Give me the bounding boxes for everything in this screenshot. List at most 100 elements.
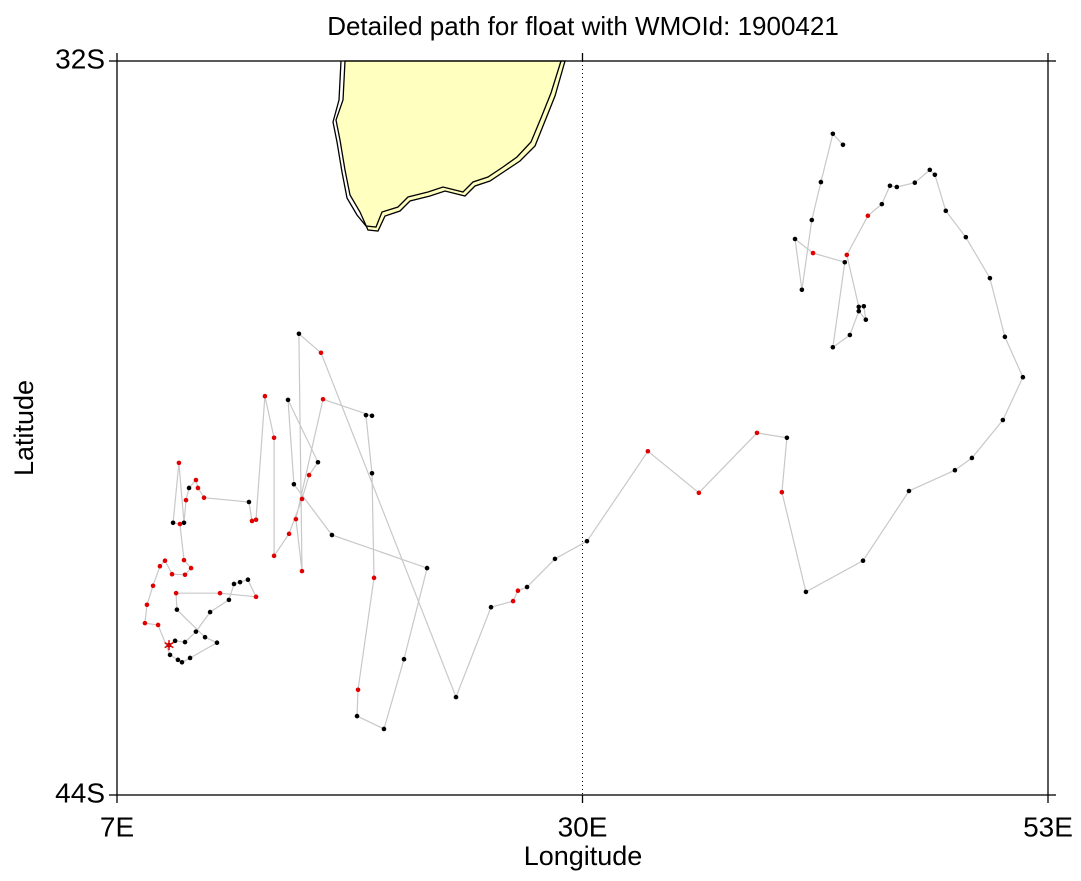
float-position: [329, 532, 335, 538]
float-position: [183, 497, 189, 503]
float-position: [253, 517, 259, 523]
float-position: [552, 556, 558, 562]
float-position: [271, 553, 277, 559]
y-axis-label: Latitude: [9, 380, 39, 476]
float-position: [179, 659, 185, 665]
float-position: [847, 332, 853, 338]
float-position: [249, 518, 255, 524]
float-position: [187, 655, 193, 661]
float-position: [779, 489, 785, 495]
float-position: [784, 435, 790, 441]
float-position: [246, 499, 252, 505]
float-position: [906, 488, 912, 494]
float-position: [879, 201, 885, 207]
float-position: [424, 565, 430, 571]
float-position: [142, 620, 148, 626]
float-position: [369, 413, 375, 419]
float-position: [799, 287, 805, 293]
float-position: [195, 485, 201, 491]
float-position: [214, 640, 220, 645]
float-position: [320, 396, 326, 402]
float-position: [510, 598, 516, 604]
float-position: [286, 531, 292, 537]
float-position: [1002, 334, 1008, 340]
float-position: [524, 584, 530, 590]
float-position: [355, 687, 361, 693]
float-position: [306, 472, 312, 478]
plot-frame: [116, 60, 1049, 796]
float-position: [584, 538, 590, 544]
float-position: [927, 167, 933, 173]
float-track: [144, 132, 1024, 730]
float-position: [987, 275, 993, 281]
float-position: [887, 183, 893, 189]
float-position: [401, 656, 407, 662]
float-position: [167, 652, 173, 658]
coastline-outer: [332, 60, 562, 228]
start-marker-stroke: [164, 641, 174, 649]
float-position: [155, 622, 161, 628]
float-position: [299, 568, 305, 574]
float-position: [186, 485, 192, 491]
float-position: [162, 558, 168, 564]
float-position: [809, 217, 815, 223]
float-position: [202, 634, 208, 640]
float-position: [1000, 417, 1006, 423]
float-position: [253, 594, 259, 600]
float-position: [271, 435, 277, 441]
float-position: [173, 590, 179, 596]
float-position: [169, 571, 175, 577]
float-position: [237, 579, 243, 585]
float-position: [170, 520, 176, 526]
float-position: [231, 581, 237, 587]
float-position: [840, 142, 846, 148]
float-position: [952, 467, 958, 473]
float-position: [453, 694, 459, 700]
float-position: [818, 179, 824, 185]
float-position: [285, 397, 291, 403]
float-position: [696, 490, 702, 496]
float-position: [201, 495, 207, 501]
float-position: [172, 638, 178, 644]
float-position: [856, 304, 862, 310]
float-position: [803, 589, 809, 595]
float-position: [174, 607, 180, 612]
y-tick-label: 44S: [55, 777, 105, 808]
float-position: [318, 350, 324, 356]
float-position: [315, 459, 321, 465]
float-position: [865, 213, 871, 219]
float-position: [844, 252, 850, 258]
float-position: [861, 303, 867, 309]
float-position: [842, 259, 848, 265]
float-position: [863, 317, 869, 323]
float-position: [754, 430, 760, 436]
float-position: [830, 344, 836, 350]
float-position: [943, 208, 949, 214]
float-position: [293, 516, 299, 522]
float-position: [296, 331, 302, 337]
float-position: [963, 234, 969, 240]
float-position: [150, 583, 156, 589]
float-position: [182, 639, 188, 645]
float-position: [193, 477, 199, 483]
float-position: [291, 481, 297, 487]
float-position: [645, 448, 651, 454]
float-position: [515, 588, 521, 594]
float-position: [217, 590, 223, 596]
float-position: [932, 172, 938, 178]
float-position: [860, 558, 866, 564]
float-position: [1020, 374, 1026, 380]
float-position: [894, 184, 900, 190]
y-tick-label: 32S: [55, 43, 105, 74]
float-position: [157, 563, 163, 569]
float-position: [181, 520, 187, 526]
float-position: [245, 577, 251, 582]
float-position: [856, 308, 862, 314]
coastline: [335, 60, 566, 232]
x-tick-label: 53E: [1023, 811, 1073, 842]
x-tick-label: 7E: [100, 811, 134, 842]
float-position: [175, 657, 181, 663]
float-position: [369, 470, 375, 476]
float-position: [810, 250, 816, 256]
